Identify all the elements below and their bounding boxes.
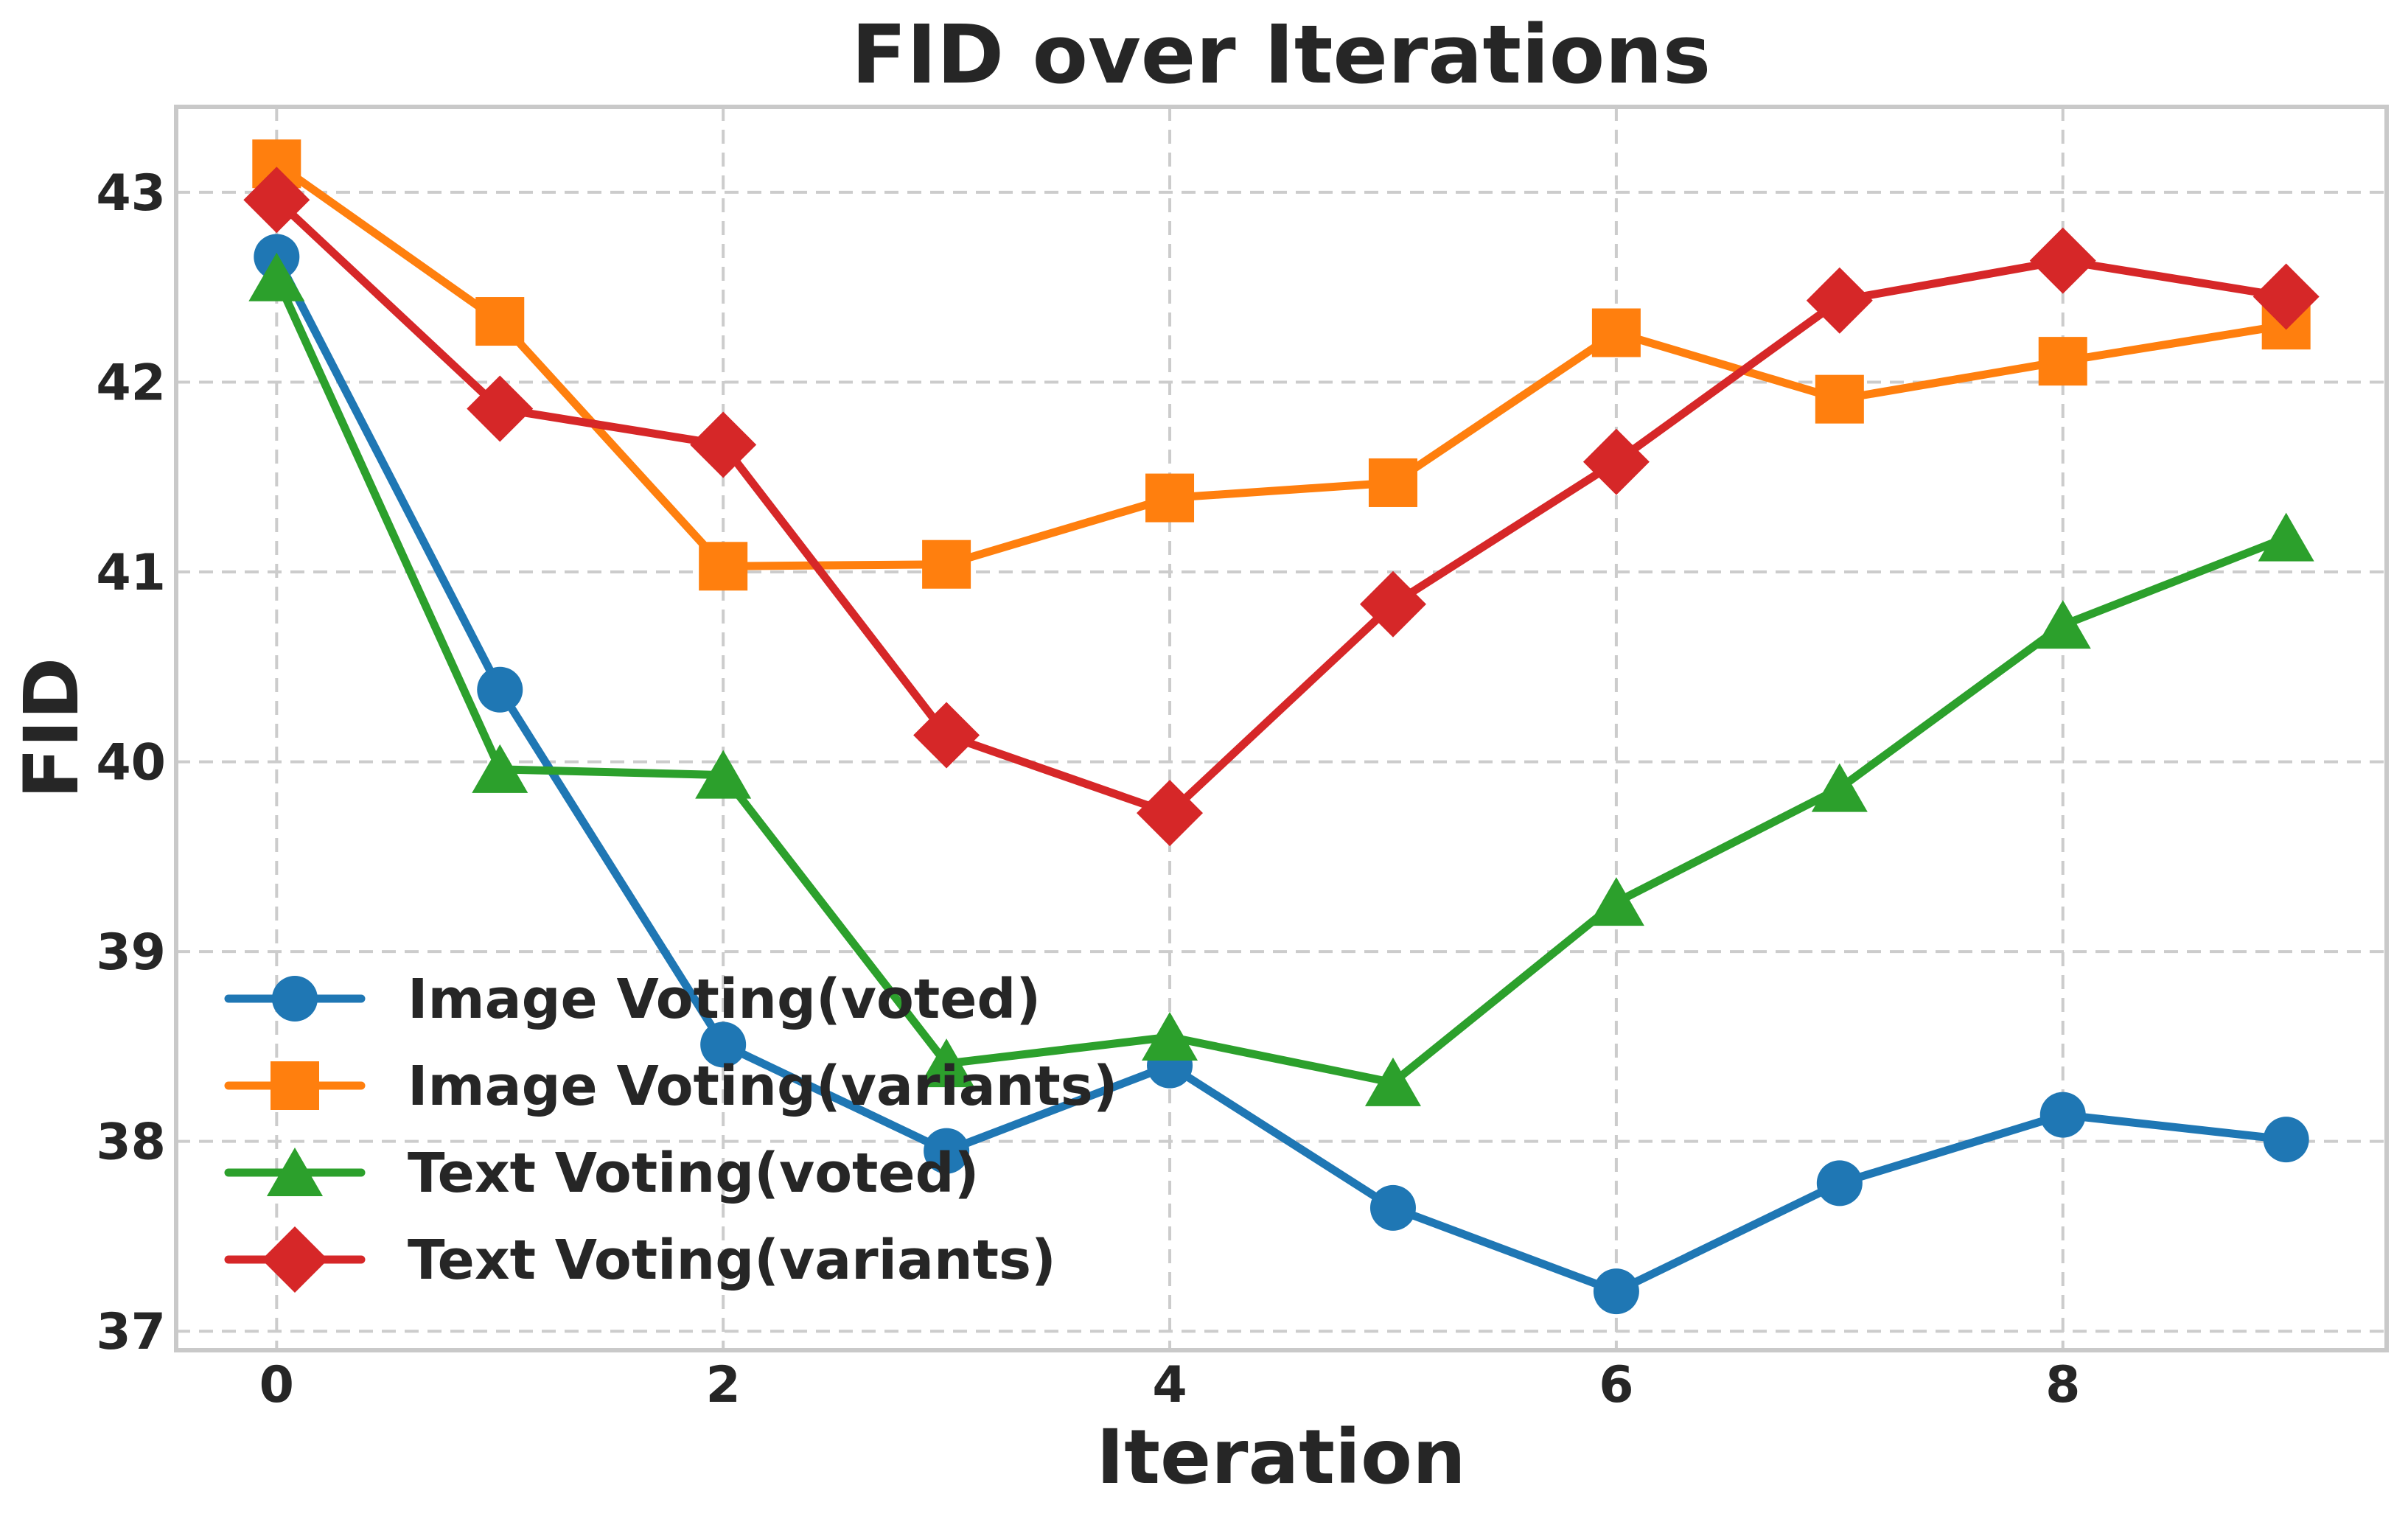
x-tick-label: 0 [259,1356,294,1414]
data-point-marker-text-voting-variants [690,411,757,478]
data-point-marker-text-voting-voted [1142,1012,1198,1061]
data-point-marker-text-voting-variants [1359,570,1426,638]
data-point-marker-text-voting-variants [1582,428,1650,495]
y-tick-label: 38 [96,1114,166,1172]
data-point-marker-image-voting-variants [1368,458,1417,507]
data-point-marker-image-voting-variants [475,297,525,346]
data-point-marker-text-voting-variants [2029,227,2096,294]
data-point-marker-text-voting-variants [1137,780,1204,847]
legend-item-text-voting-variants: Text Voting(variants) [224,1226,1056,1293]
data-point-marker-text-voting-voted [2258,512,2314,562]
axis-tick-labels: 37 38 39 40 41 42 43 0 2 4 6 8 [96,164,2080,1414]
y-tick-label: 37 [96,1303,166,1361]
y-tick-label: 41 [96,544,166,602]
data-point-marker-text-voting-voted [472,744,528,793]
x-tick-label: 2 [706,1356,741,1414]
data-point-marker-image-voting-voted [477,666,523,713]
series-line-text-voting-variants [272,195,2291,817]
legend-item-label: Image Voting(voted) [408,968,1041,1031]
series-image-voting-voted [254,234,2309,1315]
data-point-marker-image-voting-voted [924,1128,970,1174]
legend-item-image-voting-voted: Image Voting(voted) [224,968,1041,1031]
data-point-marker-image-voting-voted [1593,1268,1639,1315]
y-tick-label: 43 [96,164,166,223]
data-point-marker-image-voting-voted [1816,1160,1863,1207]
legend-item-label: Image Voting(variants) [408,1055,1118,1118]
legend-item-marker [272,976,318,1022]
data-point-marker-text-voting-voted [695,750,752,799]
data-point-marker-text-voting-voted [1364,1057,1421,1106]
series-line-image-voting-variants [272,159,2291,570]
data-point-marker-text-voting-voted [1588,877,1644,926]
series-text-voting-voted [248,252,2314,1106]
data-point-marker-image-voting-variants [2038,337,2087,386]
data-point-marker-image-voting-variants [1591,308,1641,357]
series-line-text-voting-voted [272,273,2291,1087]
legend-item-marker [267,1148,323,1196]
data-point-marker-image-voting-variants [699,542,748,591]
x-tick-label: 6 [1599,1356,1633,1414]
y-tick-label: 39 [96,923,166,982]
data-point-marker-text-voting-variants [2252,263,2320,330]
data-point-marker-text-voting-variants [913,702,980,769]
y-tick-label: 40 [96,734,166,792]
y-tick-label: 42 [96,354,166,412]
data-point-marker-image-voting-variants [922,539,971,589]
legend-item-image-voting-variants: Image Voting(variants) [224,1055,1118,1118]
x-tick-label: 8 [2045,1356,2080,1414]
data-point-marker-text-voting-voted [918,1038,975,1088]
y-axis-label: FID [8,657,96,799]
legend-item-label: Text Voting(voted) [408,1142,979,1205]
series-image-voting-variants [252,139,2311,591]
legend: Image Voting(voted) Image Voting(variants… [224,968,1118,1293]
legend-item-label: Text Voting(variants) [408,1229,1056,1292]
legend-item-text-voting-voted: Text Voting(voted) [224,1142,979,1205]
data-point-marker-image-voting-variants [1145,473,1195,523]
data-point-marker-text-voting-variants [467,375,534,442]
data-point-marker-text-voting-voted [248,252,305,301]
x-axis-label: Iteration [1096,1414,1465,1501]
data-point-marker-image-voting-voted [700,1022,747,1068]
data-point-marker-image-voting-voted [2039,1092,2086,1138]
legend-item-marker [262,1226,328,1293]
legend-item-marker [271,1061,319,1110]
series-text-voting-variants [243,167,2320,847]
data-point-marker-text-voting-voted [1811,763,1868,812]
data-point-marker-image-voting-voted [2263,1117,2309,1163]
series-line-image-voting-voted [272,252,2291,1296]
data-point-marker-text-voting-voted [2034,600,2091,649]
plot-border [174,105,2389,1352]
data-point-marker-text-voting-variants [1806,267,1873,334]
x-tick-label: 4 [1152,1356,1187,1414]
data-point-marker-image-voting-voted [1369,1184,1416,1231]
data-point-marker-text-voting-variants [243,167,310,234]
chart-title: FID over Iterations [851,7,1711,102]
data-point-marker-image-voting-variants [1815,374,1864,424]
